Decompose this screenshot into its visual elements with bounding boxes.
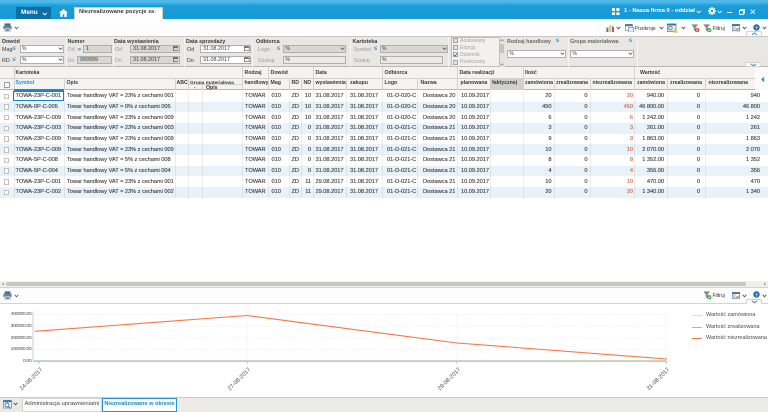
svg-text:0: 0 <box>696 28 698 32</box>
svg-text:?: ? <box>755 25 758 31</box>
svg-text:0: 0 <box>737 295 739 299</box>
svg-text:?: ? <box>755 292 758 298</box>
svg-text:0: 0 <box>737 28 739 32</box>
